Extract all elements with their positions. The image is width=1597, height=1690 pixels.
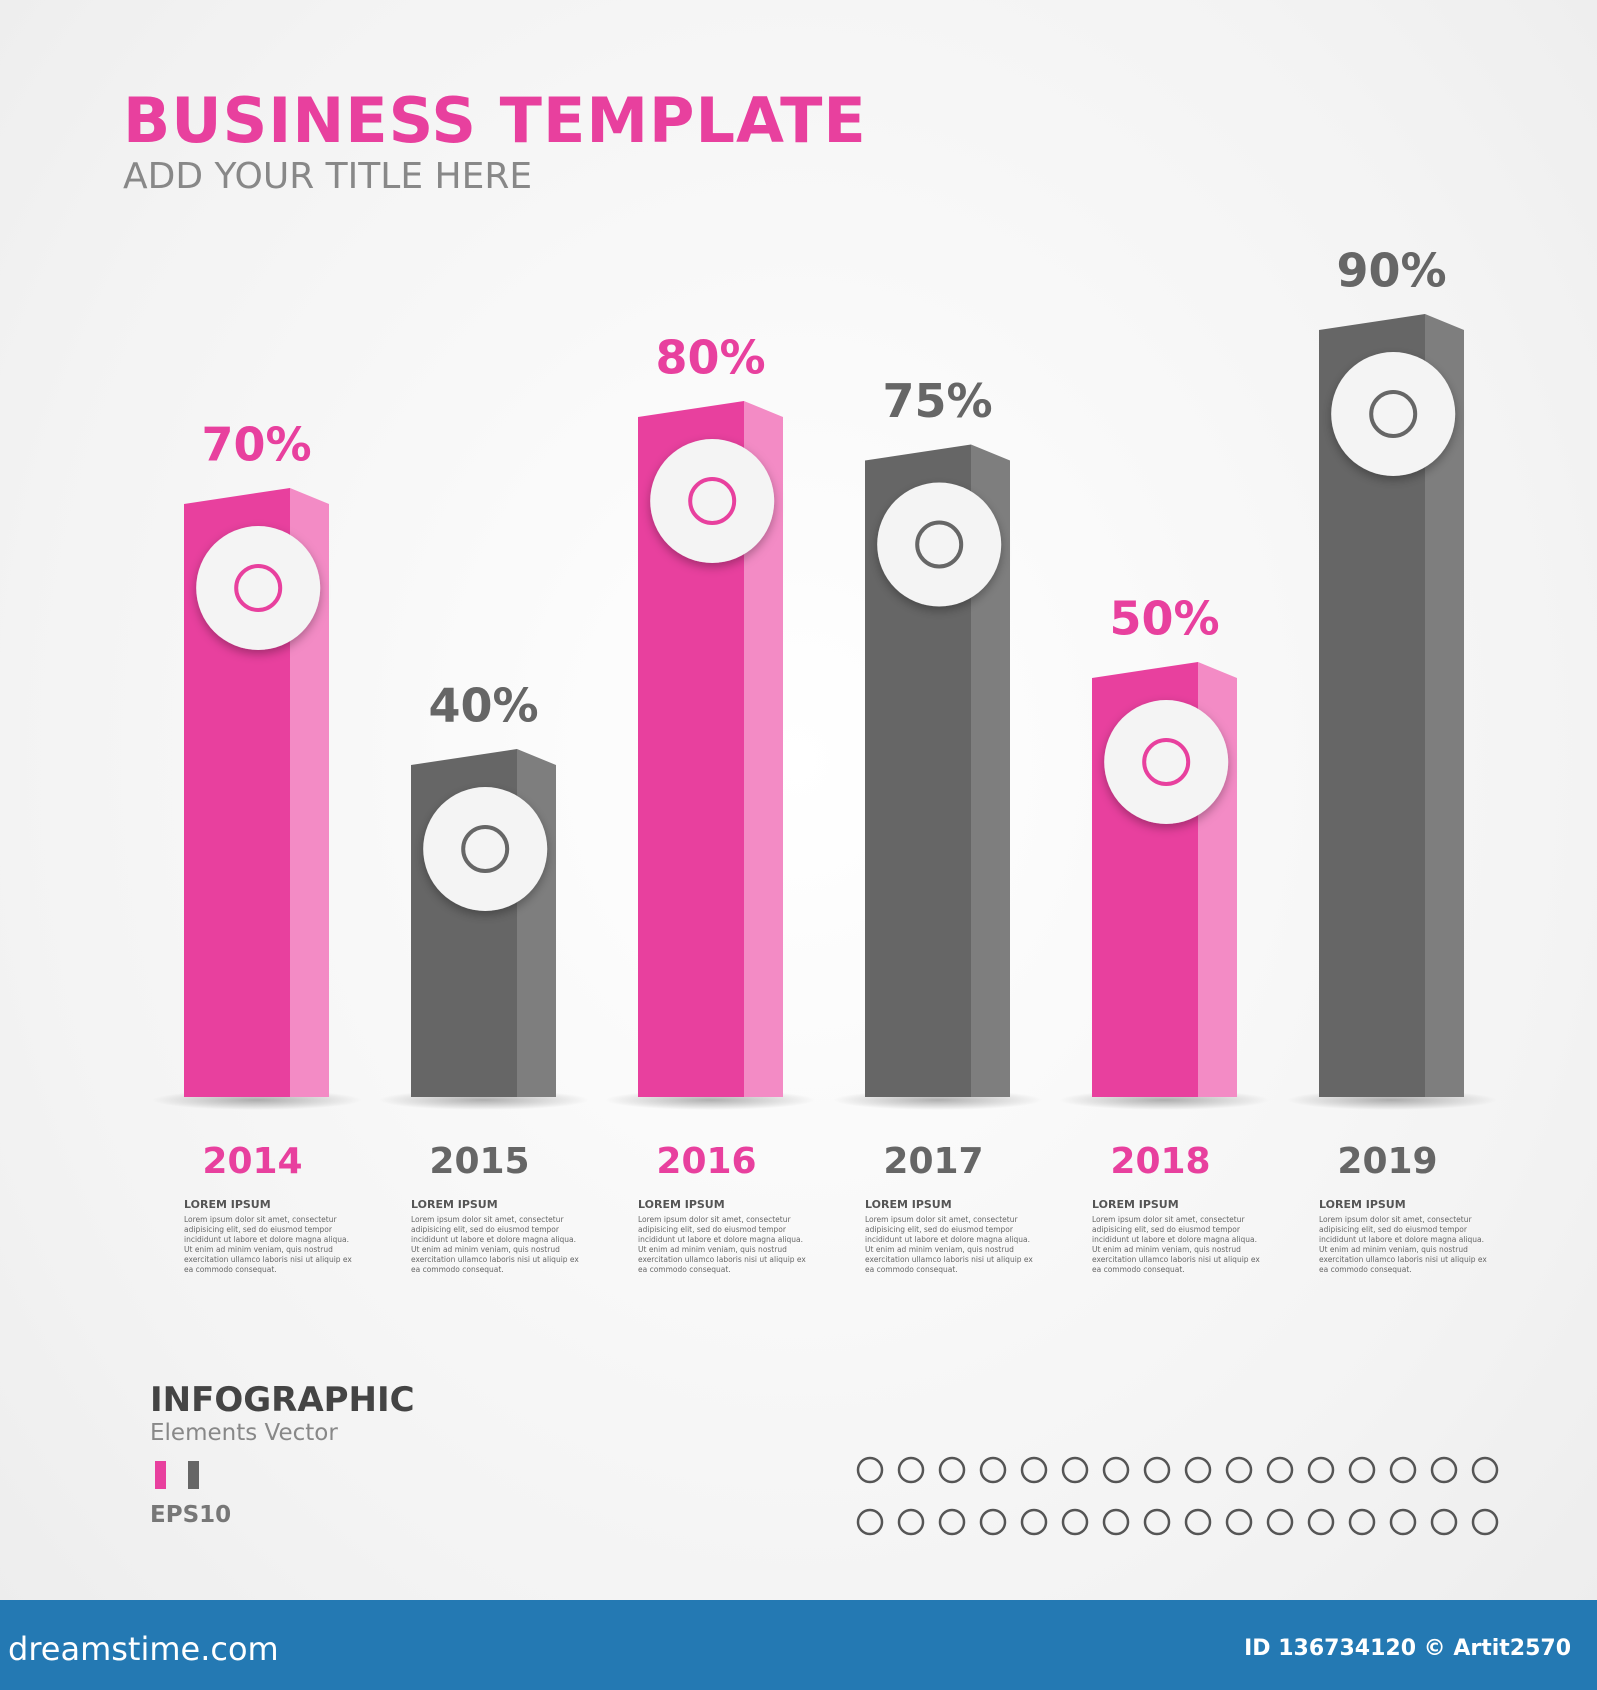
- icon-circle: [1104, 700, 1229, 824]
- description-heading: LOREM IPSUM: [1319, 1198, 1406, 1211]
- footer-bar: [0, 1600, 1597, 1690]
- icon: [1142, 738, 1191, 786]
- footer-icon: [1348, 1456, 1376, 1484]
- footer-icon: [938, 1456, 966, 1484]
- description: LOREM IPSUM Lorem ipsum dolor sit amet, c…: [184, 1198, 354, 1275]
- footer-icon: [1143, 1456, 1171, 1484]
- x-tick-label: 2018: [1110, 1141, 1210, 1182]
- description: LOREM IPSUM Lorem ipsum dolor sit amet, c…: [638, 1198, 808, 1275]
- description-heading: LOREM IPSUM: [638, 1198, 725, 1211]
- description-text: Lorem ipsum dolor sit amet, consectetur …: [411, 1215, 579, 1274]
- footer-icon: [1184, 1456, 1212, 1484]
- footer-icon: [1020, 1508, 1048, 1536]
- footer-heading: INFOGRAPHIC: [150, 1380, 415, 1420]
- footer-icon: [1430, 1508, 1458, 1536]
- subtitle: ADD YOUR TITLE HERE: [123, 156, 533, 197]
- title: BUSINESS TEMPLATE: [123, 84, 867, 157]
- x-tick-label: 2016: [656, 1141, 756, 1182]
- value-label: 50%: [1109, 592, 1219, 646]
- bar: [865, 444, 971, 1097]
- description-heading: LOREM IPSUM: [184, 1198, 271, 1211]
- icon-circle: [650, 439, 775, 563]
- footer-icon: [1266, 1456, 1294, 1484]
- description-text: Lorem ipsum dolor sit amet, consectetur …: [638, 1215, 806, 1274]
- icon: [915, 520, 964, 569]
- swatch: [188, 1461, 199, 1489]
- icon: [461, 825, 510, 873]
- footer-icon: [1471, 1456, 1499, 1484]
- x-tick-label: 2019: [1337, 1141, 1437, 1182]
- footer-icon: [1143, 1508, 1171, 1536]
- footer-subheading: Elements Vector: [150, 1420, 338, 1446]
- value-label: 75%: [882, 374, 992, 428]
- icon: [1369, 390, 1418, 438]
- footer-icon: [1348, 1508, 1376, 1536]
- bar-side: [1425, 314, 1464, 1097]
- icon-circle: [877, 482, 1002, 607]
- bar-side: [290, 488, 329, 1097]
- swatch: [155, 1461, 166, 1489]
- bar: [638, 401, 744, 1097]
- description-text: Lorem ipsum dolor sit amet, consectetur …: [184, 1215, 352, 1274]
- x-tick-label: 2015: [429, 1141, 529, 1182]
- footer-icon: [1020, 1456, 1048, 1484]
- description-heading: LOREM IPSUM: [411, 1198, 498, 1211]
- footer-icon: [1389, 1508, 1417, 1536]
- footer-icon: [979, 1508, 1007, 1536]
- bar: [1319, 314, 1425, 1097]
- footer-icon: [1225, 1508, 1253, 1536]
- description-text: Lorem ipsum dolor sit amet, consectetur …: [1319, 1215, 1487, 1274]
- description-heading: LOREM IPSUM: [1092, 1198, 1179, 1211]
- footer-icon: [1102, 1456, 1130, 1484]
- x-tick-label: 2017: [883, 1141, 983, 1182]
- footer-icon: [1061, 1508, 1089, 1536]
- site-label: dreamstime.com: [8, 1630, 279, 1668]
- value-label: 40%: [428, 679, 538, 733]
- footer-icon: [1061, 1456, 1089, 1484]
- icon-circle: [1331, 352, 1456, 476]
- footer-icon: [1430, 1456, 1458, 1484]
- description: LOREM IPSUM Lorem ipsum dolor sit amet, c…: [411, 1198, 581, 1275]
- footer-icon: [897, 1456, 925, 1484]
- footer-icon: [1307, 1456, 1335, 1484]
- footer-icon: [856, 1508, 884, 1536]
- icon-circle: [423, 787, 548, 911]
- description: LOREM IPSUM Lorem ipsum dolor sit amet, c…: [1319, 1198, 1489, 1275]
- footer-icon: [1184, 1508, 1212, 1536]
- footer-icon: [979, 1456, 1007, 1484]
- format-label: EPS10: [150, 1502, 232, 1528]
- icon: [234, 564, 283, 612]
- description: LOREM IPSUM Lorem ipsum dolor sit amet, c…: [1092, 1198, 1262, 1275]
- footer-icon: [856, 1456, 884, 1484]
- value-label: 70%: [201, 418, 311, 472]
- footer-icon: [1471, 1508, 1499, 1536]
- footer-icon: [1266, 1508, 1294, 1536]
- description-text: Lorem ipsum dolor sit amet, consectetur …: [865, 1215, 1033, 1274]
- description-heading: LOREM IPSUM: [865, 1198, 952, 1211]
- footer-icon: [938, 1508, 966, 1536]
- x-tick-label: 2014: [202, 1141, 302, 1182]
- value-label: 80%: [655, 331, 765, 385]
- footer-icon: [1389, 1456, 1417, 1484]
- description: LOREM IPSUM Lorem ipsum dolor sit amet, c…: [865, 1198, 1035, 1275]
- bar-side: [971, 444, 1010, 1097]
- footer-icon: [1225, 1456, 1253, 1484]
- value-label: 90%: [1336, 244, 1446, 298]
- description-text: Lorem ipsum dolor sit amet, consectetur …: [1092, 1215, 1260, 1274]
- footer-icon: [1307, 1508, 1335, 1536]
- icon: [688, 477, 737, 525]
- icon-circle: [196, 526, 321, 650]
- bar-side: [744, 401, 783, 1097]
- credit-label: ID 136734120 © Artit2570: [1244, 1636, 1571, 1661]
- footer-icon: [897, 1508, 925, 1536]
- footer-icon: [1102, 1508, 1130, 1536]
